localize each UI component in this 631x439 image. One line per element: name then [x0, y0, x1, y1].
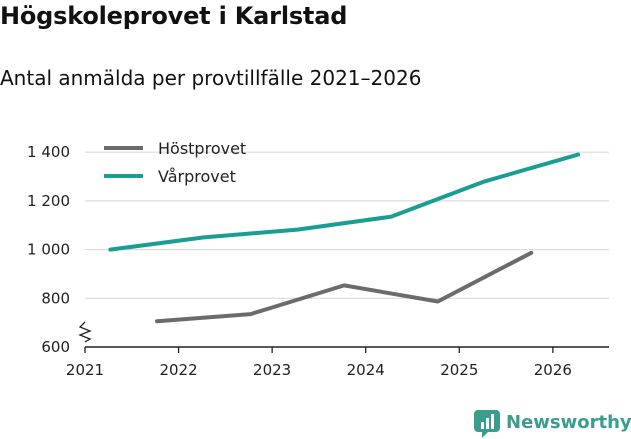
series-line-höstprovet	[155, 250, 534, 324]
x-tick-label: 2026	[534, 361, 572, 379]
x-tick-label: 2025	[440, 361, 478, 379]
y-axis: 600 800 1 000 1 200 1 400	[27, 143, 70, 356]
newsworthy-logo: Newsworthy	[474, 410, 631, 438]
chart-subtitle: Antal anmälda per provtillfälle 2021–202…	[0, 66, 422, 90]
legend: Höstprovet Vårprovet	[104, 139, 246, 186]
newsworthy-chart-icon	[474, 410, 500, 438]
y-tick-label: 600	[41, 338, 70, 356]
x-tick-label: 2023	[253, 361, 291, 379]
series-lines	[108, 152, 581, 324]
axis-break-icon	[78, 321, 92, 343]
legend-label: Vårprovet	[158, 167, 236, 186]
x-tick-label: 2021	[66, 361, 104, 379]
x-axis	[78, 321, 609, 353]
y-tick-label: 1 400	[27, 143, 70, 161]
grid-lines	[85, 151, 609, 299]
y-tick-label: 1 200	[27, 192, 70, 210]
y-tick-label: 1 000	[27, 241, 70, 259]
newsworthy-brand-name: Newsworthy	[506, 412, 631, 433]
y-tick-label: 800	[41, 289, 70, 307]
x-tick-labels: 2021 2022 2023 2024 2025 2026	[66, 361, 572, 379]
chart-title: Högskoleprovet i Karlstad	[0, 2, 348, 30]
x-tick-label: 2024	[347, 361, 385, 379]
legend-label: Höstprovet	[158, 139, 246, 158]
series-line-vårprovet	[108, 152, 581, 252]
x-tick-label: 2022	[159, 361, 197, 379]
